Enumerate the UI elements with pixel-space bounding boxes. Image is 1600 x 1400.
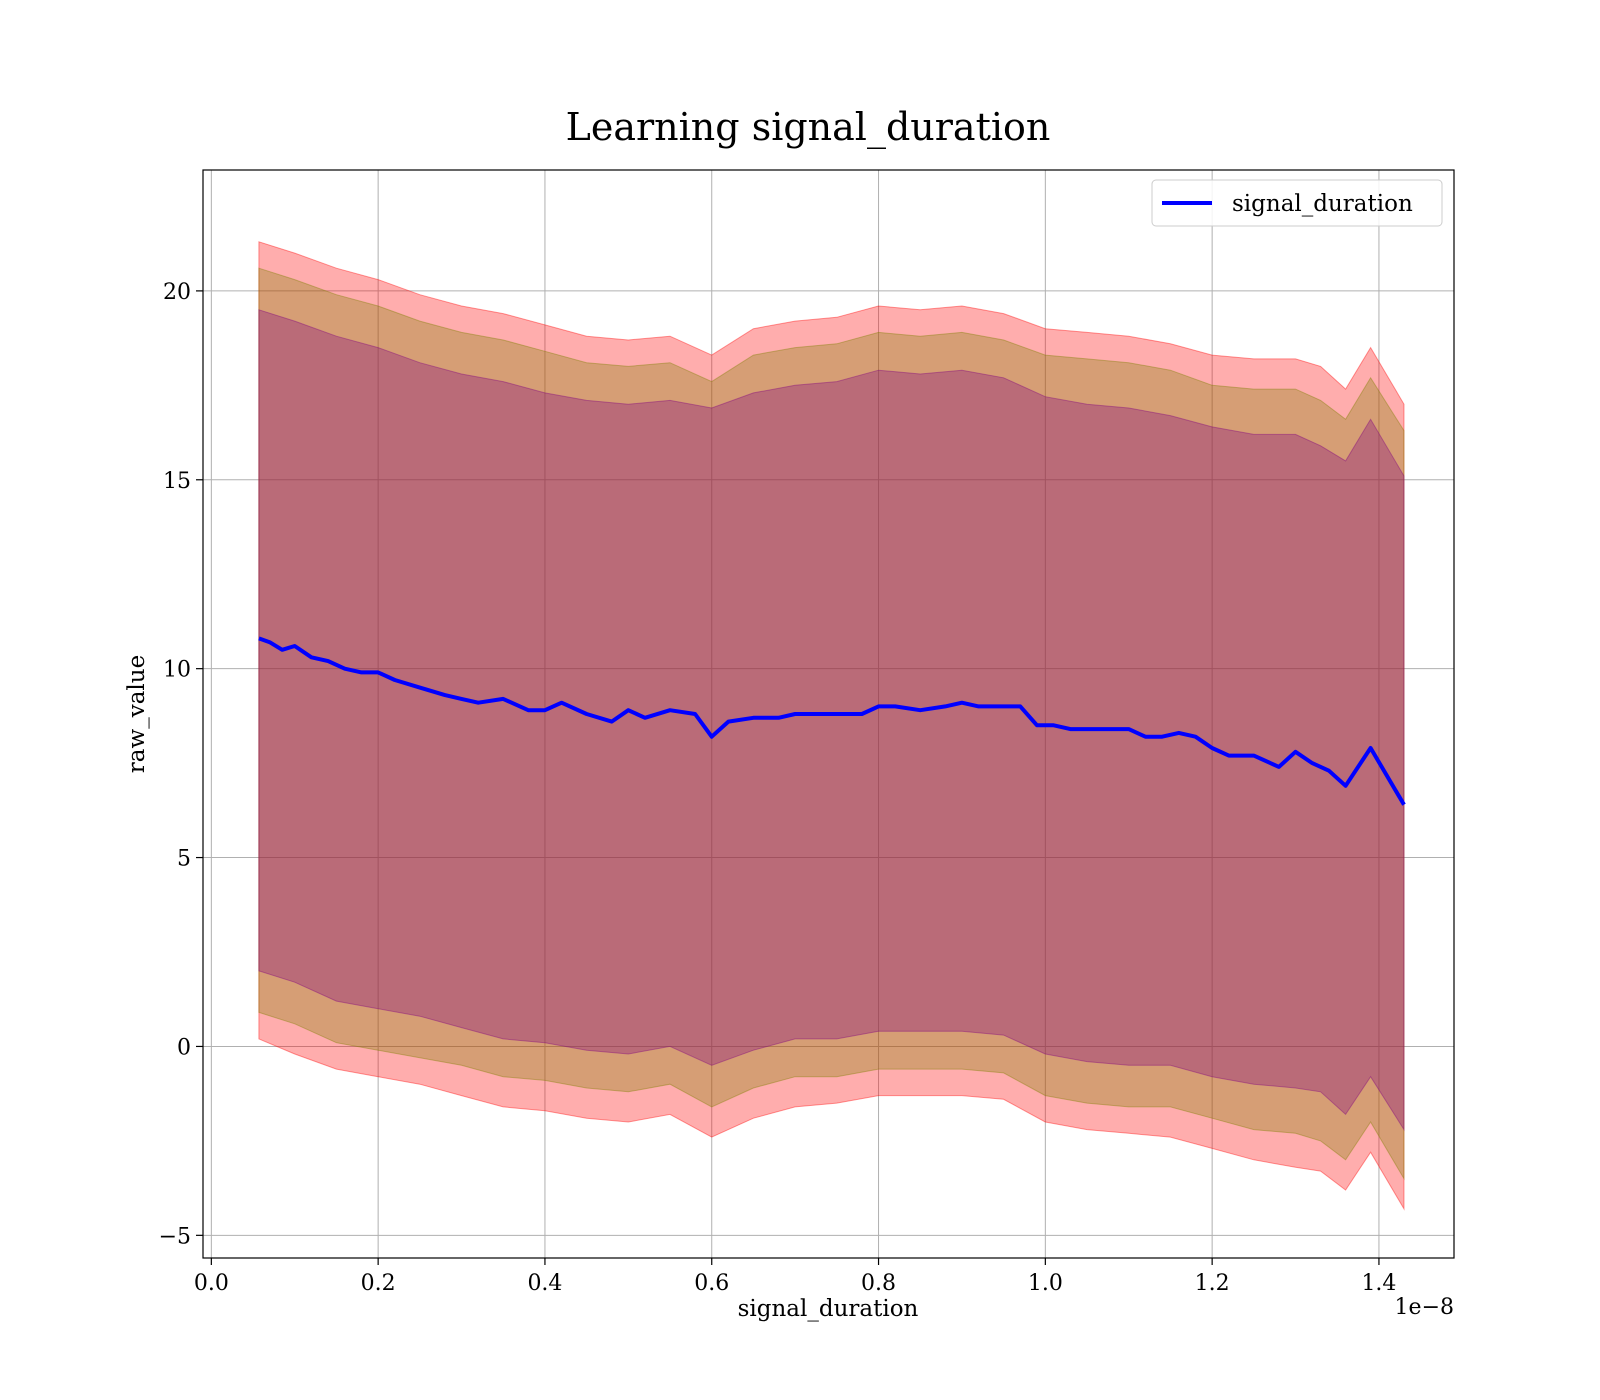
x-axis-offset-label: 1e−8 [1395, 1295, 1454, 1320]
x-tick-label: 0.2 [361, 1271, 396, 1296]
x-tick-label: 1.2 [1195, 1271, 1230, 1296]
confidence-band-3 [258, 309, 1405, 1132]
legend-box [1151, 179, 1443, 227]
confidence-bands [258, 241, 1405, 1211]
x-axis-label: signal_duration [738, 1296, 919, 1322]
chart-title: Learning signal_duration [566, 105, 1051, 150]
confidence-band-1 [258, 241, 1405, 1211]
grid [203, 170, 1454, 1258]
x-tick-label: 0.0 [194, 1271, 229, 1296]
confidence-band-2 [258, 267, 1405, 1181]
y-tick-label: 10 [163, 658, 191, 683]
x-tick-label: 0.6 [694, 1271, 729, 1296]
y-tick-label: 5 [177, 847, 191, 872]
x-ticks: 0.0 0.2 0.4 0.6 0.8 1.0 1.2 1.4 [194, 1258, 1396, 1296]
plot-frame [202, 169, 1455, 1259]
series-line-1 [258, 636, 1406, 806]
x-tick-label: 1.4 [1361, 1271, 1396, 1296]
y-tick-label: 20 [163, 280, 191, 305]
y-tick-label: 15 [163, 469, 191, 494]
series-lines [258, 636, 1406, 806]
y-tick-label: −5 [159, 1224, 191, 1249]
y-axis-label: raw_value [124, 655, 150, 773]
x-tick-label: 0.8 [861, 1271, 896, 1296]
x-tick-label: 0.4 [527, 1271, 562, 1296]
y-tick-label: 0 [177, 1035, 191, 1060]
legend: signal_duration [1151, 179, 1443, 227]
legend-label: signal_duration [1232, 191, 1413, 217]
y-ticks: −5 0 5 10 15 20 [159, 280, 203, 1249]
x-tick-label: 1.0 [1028, 1271, 1063, 1296]
